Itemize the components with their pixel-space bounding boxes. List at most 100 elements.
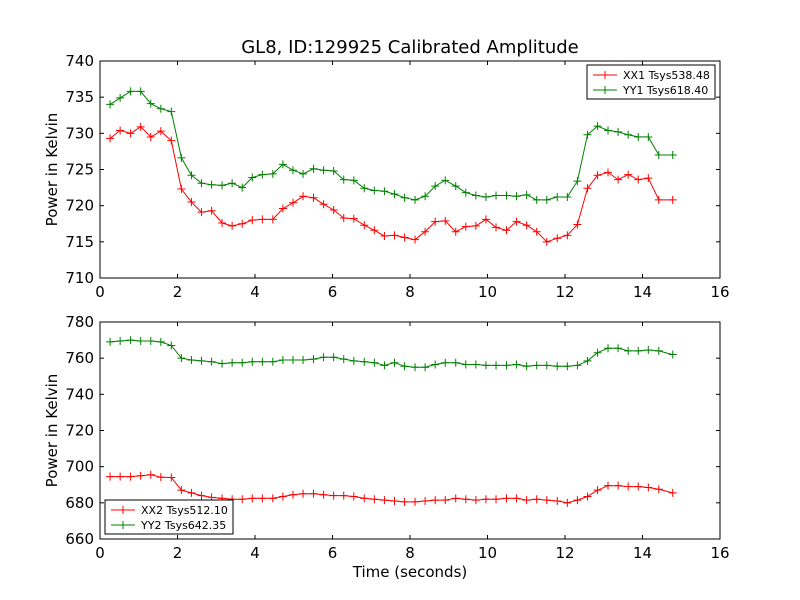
data-point xyxy=(522,221,531,230)
y-tick-label: 710 xyxy=(65,269,94,287)
data-point xyxy=(624,346,633,355)
data-point xyxy=(370,226,379,235)
data-point xyxy=(268,494,277,503)
data-point xyxy=(177,185,186,194)
data-point xyxy=(461,188,470,197)
data-point xyxy=(502,494,511,503)
data-point xyxy=(532,227,541,236)
data-point xyxy=(634,346,643,355)
data-point xyxy=(441,176,450,185)
data-point xyxy=(654,195,663,204)
data-point xyxy=(573,361,582,370)
data-point xyxy=(522,362,531,371)
data-point xyxy=(542,195,551,204)
data-point xyxy=(512,494,521,503)
top-plot: 0 2 4 6 8 10 12 14 16 710 715 720 725 730 735 740 Power … xyxy=(43,52,730,301)
data-point xyxy=(167,107,176,116)
data-point xyxy=(593,348,602,357)
data-point xyxy=(542,361,551,370)
data-point xyxy=(177,486,186,495)
data-point xyxy=(309,193,318,202)
legend-label: YY1 Tsys618.40 xyxy=(622,84,708,97)
x-tick-label: 2 xyxy=(173,544,183,562)
chart-title: GL8, ID:129925 Calibrated Amplitude xyxy=(241,37,579,58)
data-point xyxy=(126,87,135,96)
data-point xyxy=(471,191,480,200)
x-tick-label: 10 xyxy=(478,544,497,562)
data-point xyxy=(604,481,613,490)
data-point xyxy=(288,355,297,364)
data-point xyxy=(126,472,135,481)
data-point xyxy=(207,180,216,189)
x-tick-label: 14 xyxy=(633,283,652,301)
data-point xyxy=(471,360,480,369)
data-point xyxy=(299,355,308,364)
y-tick-label: 740 xyxy=(65,385,94,403)
data-point xyxy=(146,470,155,479)
data-point xyxy=(604,126,613,135)
data-point xyxy=(146,99,155,108)
data-point xyxy=(309,489,318,498)
data-point xyxy=(431,496,440,505)
data-point xyxy=(573,496,582,505)
x-axis-label: Time (seconds) xyxy=(352,563,468,581)
data-point xyxy=(360,494,369,503)
data-point xyxy=(360,357,369,366)
data-point xyxy=(390,497,399,506)
data-point xyxy=(512,192,521,201)
data-point xyxy=(461,495,470,504)
data-point xyxy=(218,181,227,190)
x-tick-label: 16 xyxy=(710,283,729,301)
x-tick-label: 8 xyxy=(405,544,415,562)
data-point xyxy=(593,171,602,180)
data-point xyxy=(268,169,277,178)
data-point xyxy=(329,166,338,175)
data-point xyxy=(400,497,409,506)
y-tick-label: 760 xyxy=(65,349,94,367)
y-tick-label: 725 xyxy=(65,161,94,179)
data-point xyxy=(349,214,358,223)
data-point xyxy=(563,498,572,507)
data-point xyxy=(390,358,399,367)
data-point xyxy=(644,174,653,183)
data-point xyxy=(624,482,633,491)
data-point xyxy=(278,204,287,213)
data-point xyxy=(532,361,541,370)
data-point xyxy=(146,336,155,345)
data-point xyxy=(187,198,196,207)
legend-label: XX2 Tsys512.10 xyxy=(141,504,228,517)
x-tick-label: 6 xyxy=(328,544,338,562)
data-point xyxy=(441,496,450,505)
data-point xyxy=(668,195,677,204)
legend: XX2 Tsys512.10 YY2 Tsys642.35 xyxy=(104,499,234,535)
data-point xyxy=(187,488,196,497)
data-point xyxy=(248,357,257,366)
data-point xyxy=(360,184,369,193)
data-point xyxy=(451,358,460,367)
data-point xyxy=(319,166,328,175)
x-tick-label: 16 xyxy=(710,544,729,562)
data-point xyxy=(624,130,633,139)
data-point xyxy=(634,175,643,184)
data-point xyxy=(288,490,297,499)
data-point xyxy=(309,164,318,173)
data-point xyxy=(604,168,613,177)
y-tick-label: 735 xyxy=(65,88,94,106)
data-point xyxy=(654,346,663,355)
data-point xyxy=(644,132,653,141)
data-point xyxy=(471,496,480,505)
data-point xyxy=(411,363,420,372)
data-point xyxy=(248,216,257,225)
x-tick-label: 6 xyxy=(328,283,338,301)
data-point xyxy=(573,220,582,229)
data-point xyxy=(197,491,206,500)
data-point xyxy=(258,170,267,179)
x-tick-label: 8 xyxy=(405,283,415,301)
data-point xyxy=(532,195,541,204)
y-tick-label: 660 xyxy=(65,530,94,548)
data-point xyxy=(228,221,237,230)
data-point xyxy=(218,359,227,368)
data-point xyxy=(116,126,125,135)
data-point xyxy=(492,223,501,232)
data-point xyxy=(481,215,490,224)
